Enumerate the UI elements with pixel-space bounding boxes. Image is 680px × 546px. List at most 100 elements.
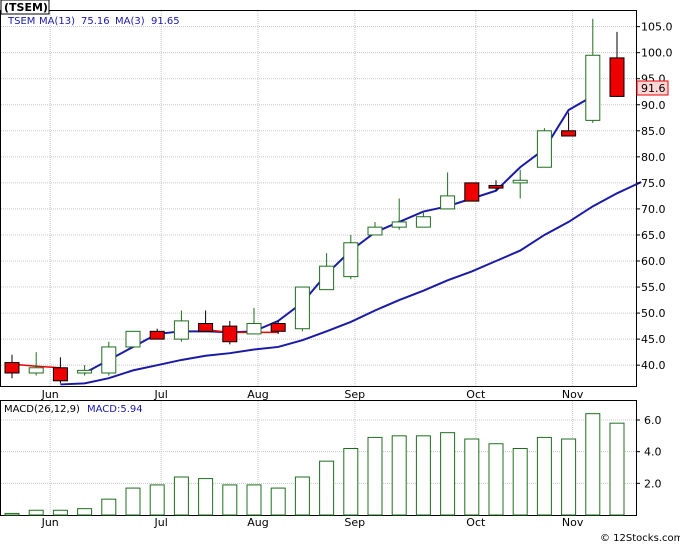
candle-body xyxy=(464,182,480,202)
month-label: Sep xyxy=(344,516,365,529)
candle-body xyxy=(343,242,359,278)
macd-tick-label: 4.0 xyxy=(644,446,662,459)
ma3-line xyxy=(84,95,594,374)
candle-down xyxy=(222,320,238,345)
macd-bar xyxy=(125,487,141,516)
macd-bar xyxy=(464,438,480,516)
macd-bar xyxy=(585,413,601,516)
ma13-line xyxy=(60,181,642,386)
candle-up xyxy=(367,221,383,236)
macd-bar xyxy=(149,484,165,516)
macd-bar xyxy=(222,484,238,516)
candle-up xyxy=(173,310,189,342)
current-price-box xyxy=(636,80,669,96)
month-label: Aug xyxy=(247,388,268,401)
price-tick-label: 75.0 xyxy=(641,177,666,190)
candle-down xyxy=(488,180,504,191)
macd-bar xyxy=(198,478,214,516)
macd-axis-ticks: 2.0 4.0 6.0 xyxy=(636,414,662,490)
candle-body xyxy=(125,330,141,348)
month-label: Oct xyxy=(466,388,486,401)
macd-bar xyxy=(28,509,44,516)
month-label: Nov xyxy=(562,388,584,401)
price-tick-label: 50.0 xyxy=(641,307,666,320)
candle-up xyxy=(125,330,141,348)
candle-up xyxy=(28,352,44,376)
price-tick-label: 40.0 xyxy=(641,359,666,372)
ticker-label: (TSEM) xyxy=(4,1,48,14)
candle-down xyxy=(270,320,286,334)
watermark: © 12Stocks.com xyxy=(600,533,680,544)
candle-body xyxy=(222,325,238,343)
candle-body xyxy=(319,265,335,291)
macd-bar xyxy=(246,484,262,516)
candle-body xyxy=(28,367,44,374)
price-tick-label: 100.0 xyxy=(641,47,673,60)
candle-body xyxy=(246,323,262,335)
candle-body xyxy=(77,369,93,374)
candle-body xyxy=(585,54,601,121)
price-tick-label: 90.0 xyxy=(641,99,666,112)
candle-down xyxy=(149,328,165,340)
candle-down xyxy=(609,31,625,97)
month-label: Aug xyxy=(247,516,268,529)
price-tick-label: 65.0 xyxy=(641,229,666,242)
price-tick-label: 85.0 xyxy=(641,125,666,138)
macd-bar xyxy=(270,487,286,516)
macd-bar xyxy=(77,508,93,516)
candle-body xyxy=(173,320,189,340)
macd-panel xyxy=(0,400,637,516)
month-label: Jul xyxy=(154,516,168,529)
price-axis-ticks: 40.0 45.0 50.0 55.0 60.0 65.0 70.0 75.0 80.0 85.0… xyxy=(636,21,673,372)
macd-bar xyxy=(536,436,552,516)
candle-up xyxy=(343,234,359,280)
macd-bar xyxy=(440,432,456,516)
macd-bar xyxy=(391,435,407,516)
macd-bar xyxy=(415,435,431,516)
month-label: Jun xyxy=(41,388,59,401)
candle-up xyxy=(246,307,262,335)
price-tick-label: 60.0 xyxy=(641,255,666,268)
macd-bars xyxy=(4,413,625,516)
macd-bar xyxy=(343,448,359,516)
macd-x-axis-labels: Jun Jul Aug Sep Oct Nov xyxy=(41,516,584,529)
macd-bar xyxy=(609,422,625,516)
candle-up xyxy=(536,128,552,168)
macd-bar xyxy=(488,443,504,516)
price-tick-label: 70.0 xyxy=(641,203,666,216)
macd-bar xyxy=(294,476,310,516)
candle-body xyxy=(198,323,214,332)
candle-up xyxy=(77,365,93,376)
price-tick-label: 105.0 xyxy=(641,21,673,34)
candle-body xyxy=(512,179,528,184)
price-x-axis-labels: Jun Jul Aug Sep Oct Nov xyxy=(41,388,584,401)
candle-up xyxy=(440,172,456,210)
legend-ma13-label: MA(13) xyxy=(39,16,75,27)
month-label: Oct xyxy=(466,516,486,529)
month-label: Jul xyxy=(154,388,168,401)
price-tick-label: 55.0 xyxy=(641,281,666,294)
current-price-value: 91.6 xyxy=(641,82,666,95)
candle-body xyxy=(440,195,456,210)
ma-red-segment xyxy=(205,329,279,334)
candle-up xyxy=(512,169,528,199)
macd-bar xyxy=(561,438,577,516)
candle-body xyxy=(4,362,20,374)
macd-bar xyxy=(173,476,189,516)
candle-down xyxy=(4,354,20,379)
candle-up xyxy=(294,286,310,332)
month-label: Sep xyxy=(344,388,365,401)
macd-bar xyxy=(512,448,528,516)
macd-bar xyxy=(4,512,20,516)
legend-ma3-value: 91.65 xyxy=(151,16,180,27)
month-label: Jun xyxy=(41,516,59,529)
candle-body xyxy=(536,130,552,168)
macd-tick-label: 6.0 xyxy=(644,414,662,427)
candle-body xyxy=(294,286,310,330)
legend-ma3-label: MA(3) xyxy=(115,16,145,27)
candle-body xyxy=(367,226,383,236)
candle-up xyxy=(415,211,431,228)
macd-bar xyxy=(52,509,68,516)
